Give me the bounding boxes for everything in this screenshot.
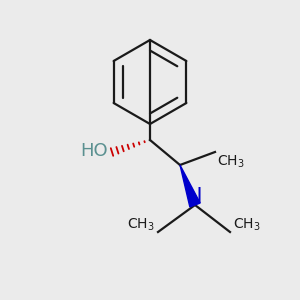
Text: HO: HO (80, 142, 108, 160)
Text: N: N (187, 187, 203, 207)
Text: CH$_3$: CH$_3$ (128, 217, 155, 233)
Text: CH$_3$: CH$_3$ (233, 217, 261, 233)
Polygon shape (180, 165, 200, 207)
Text: CH$_3$: CH$_3$ (217, 154, 244, 170)
